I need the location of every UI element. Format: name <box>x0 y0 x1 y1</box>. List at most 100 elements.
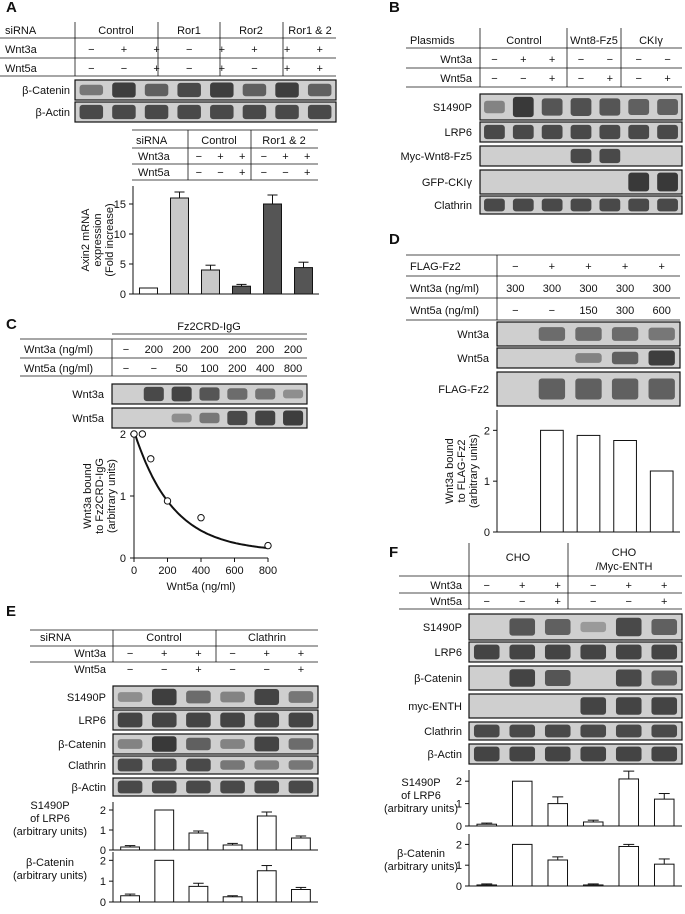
panel-c-val-r1-c6: 800 <box>284 363 302 375</box>
panel-f-val-r1-c0: − <box>484 596 490 608</box>
panel-e-band-b1-l4 <box>254 712 280 728</box>
panel-e-val-r1-c3: − <box>229 664 235 676</box>
panel-c-val-r0-c0: − <box>123 344 129 356</box>
panel-a-val-r1-c5: − <box>251 63 257 75</box>
panel-d-val-r2-c3: 300 <box>616 305 634 317</box>
panel-e-blot-label-beta-catenin: β-Catenin <box>58 739 106 751</box>
chartE1-ytick-label-2: 2 <box>100 805 106 817</box>
chartF2-bar-3 <box>582 884 604 887</box>
panel-e-band-b2-l1 <box>151 736 177 752</box>
panel-f-val-r0-c5: + <box>661 580 667 592</box>
chartA-ytick-label-3: 15 <box>114 199 126 211</box>
panel-e-band-b2-l4 <box>254 736 280 752</box>
panel-f-chart-beta-catenin: 0 1 2 β-Catenin(arbitrary units) <box>384 834 682 893</box>
panel-f-blot-myc-enth <box>468 693 683 719</box>
panel-a-blot-label-beta-catenin: β-Catenin <box>22 85 70 97</box>
chartD-ylabel-2: (arbitrary units) <box>468 434 480 508</box>
panel-f-val-r0-c4: + <box>626 580 632 592</box>
panel-a-val-r0-c2: + <box>153 44 159 56</box>
chartF1-bar-1 <box>511 780 533 827</box>
panel-e-band-b4-l2 <box>186 780 211 794</box>
panel-f-group-cho-enth-1: CHO <box>612 547 637 559</box>
panel-c-val-r1-c2: 50 <box>176 363 188 375</box>
panel-d-band-b0-l3 <box>611 327 639 341</box>
panel-a-val-r0-c1: + <box>121 44 127 56</box>
panel-a-band-b0-l1 <box>112 82 136 98</box>
panel-d-band-b1-l4 <box>648 350 675 366</box>
panel-f-row-wnt5a: Wnt5a <box>430 596 463 608</box>
panel-b-blot-label-clathrin: Clathrin <box>434 200 472 212</box>
panel-b-blot-label-s1490p: S1490P <box>433 102 472 114</box>
panel-f-band-b1-l1 <box>509 644 536 660</box>
chartF2-ylabel-0: β-Catenin <box>397 848 445 860</box>
panel-a-inset-wnt3a: Wnt3a <box>138 151 171 163</box>
panel-a-inset-val-r1-c1: − <box>217 167 223 179</box>
panel-c-header-table <box>20 338 307 377</box>
panel-d-blot-label-wnt3a: Wnt3a <box>457 329 490 341</box>
panel-b-val-r0-c2: + <box>549 54 555 66</box>
panel-c-bands <box>143 386 304 426</box>
panel-a-inset-val-r1-c0: − <box>196 167 202 179</box>
panel-d-val-r1-c1: 300 <box>543 283 561 295</box>
panel-c-band-b1-l6 <box>283 410 304 426</box>
panel-e-band-b4-l3 <box>220 780 245 794</box>
panel-c-band-b1-l4 <box>227 410 248 426</box>
panel-d-chart: 0 1 2 Wnt3a bound to FLAG-Fz2 (arbitrary unit… <box>444 410 680 539</box>
panel-d-val-r0-c0: − <box>512 261 518 273</box>
panel-f-blot-label-s1490p: S1490P <box>423 622 462 634</box>
panel-b-band-b1-l3 <box>570 124 592 140</box>
panel-e-band-b2-l0 <box>117 739 143 749</box>
panel-e-band-b0-l4 <box>254 688 280 706</box>
panel-a-inset-group-control: Control <box>201 135 236 147</box>
panel-b-band-b4-l0 <box>484 198 505 212</box>
chartF1-ytick-label-2: 2 <box>456 776 462 788</box>
panel-c-xtick-label-2: 400 <box>192 565 210 577</box>
panel-a-band-b0-l4 <box>210 82 234 98</box>
panel-e-band-b2-l3 <box>220 739 245 749</box>
panel-d-val-r2-c0: − <box>512 305 518 317</box>
panel-a-val-r1-c7: + <box>316 63 322 75</box>
panel-c-band-b1-l3 <box>199 412 220 424</box>
panel-f-val-r1-c1: − <box>519 596 525 608</box>
panel-b-band-b1-l6 <box>657 124 678 140</box>
panel-d-band-b1-l2 <box>575 353 602 363</box>
panel-a-row-wnt3a-label: Wnt3a <box>5 44 38 56</box>
panel-c-band-b0-l2 <box>171 386 192 402</box>
panel-a-val-r1-c4: + <box>219 63 225 75</box>
panel-b-band-b3-l5 <box>628 172 650 192</box>
panel-b-val-r0-c3: − <box>578 54 584 66</box>
chartD-ytick-label-0: 0 <box>484 527 490 539</box>
chartF1-ylabel-2: (arbitrary units) <box>384 803 458 815</box>
panel-a-band-b1-l7 <box>307 104 332 120</box>
panel-b-header-values: − + + − − − − − − + − + − + <box>491 54 671 85</box>
chartD-bar-3 <box>613 440 637 533</box>
panel-b-band-b1-l1 <box>512 124 534 140</box>
panel-e-row-wnt5a: Wnt5a <box>74 664 107 676</box>
panel-f-label: F <box>389 544 399 561</box>
panel-f-band-b5-l1 <box>509 746 536 762</box>
panel-f-blot-label-beta-catenin: β-Catenin <box>414 673 462 685</box>
panel-e-val-r0-c2: + <box>195 648 201 660</box>
panel-e-row-wnt3a: Wnt3a <box>74 648 107 660</box>
panel-e-band-b3-l0 <box>117 758 143 772</box>
panel-a-blot-beta-catenin <box>74 79 337 101</box>
panel-b-val-r0-c4: − <box>607 54 613 66</box>
panel-e-val-r1-c0: − <box>127 664 133 676</box>
panel-f-band-b1-l0 <box>473 644 500 660</box>
panel-b-val-r1-c1: − <box>520 73 526 85</box>
panel-b-band-b4-l6 <box>657 198 678 212</box>
panel-d-band-b2-l1 <box>538 378 566 400</box>
panel-c-band-b1-l2 <box>171 413 192 423</box>
panel-e-band-b1-l0 <box>117 712 143 728</box>
panel-a-inset-val-r0-c4: + <box>282 151 288 163</box>
panel-a-band-b0-l7 <box>307 83 332 97</box>
panel-d-row-flag: FLAG-Fz2 <box>410 261 461 273</box>
panel-c-row-wnt5a: Wnt5a (ng/ml) <box>24 363 93 375</box>
chartA-ylabel-0: Axin2 mRNA <box>80 208 92 272</box>
chartF2-ylabel-1: (arbitrary units) <box>384 861 458 873</box>
chartE2-ytick-label-0: 0 <box>100 897 106 909</box>
panel-b-band-b4-l5 <box>628 198 650 212</box>
panel-f-band-b5-l0 <box>473 746 500 762</box>
panel-e-band-b1-l2 <box>186 712 211 728</box>
panel-c-val-r1-c5: 400 <box>256 363 274 375</box>
